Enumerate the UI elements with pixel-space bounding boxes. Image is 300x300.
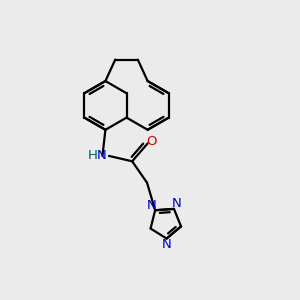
Text: N: N [162,238,172,251]
Text: N: N [97,149,107,162]
Text: H: H [88,149,98,162]
Text: N: N [146,199,156,212]
Text: O: O [146,135,156,148]
Text: N: N [172,197,182,210]
